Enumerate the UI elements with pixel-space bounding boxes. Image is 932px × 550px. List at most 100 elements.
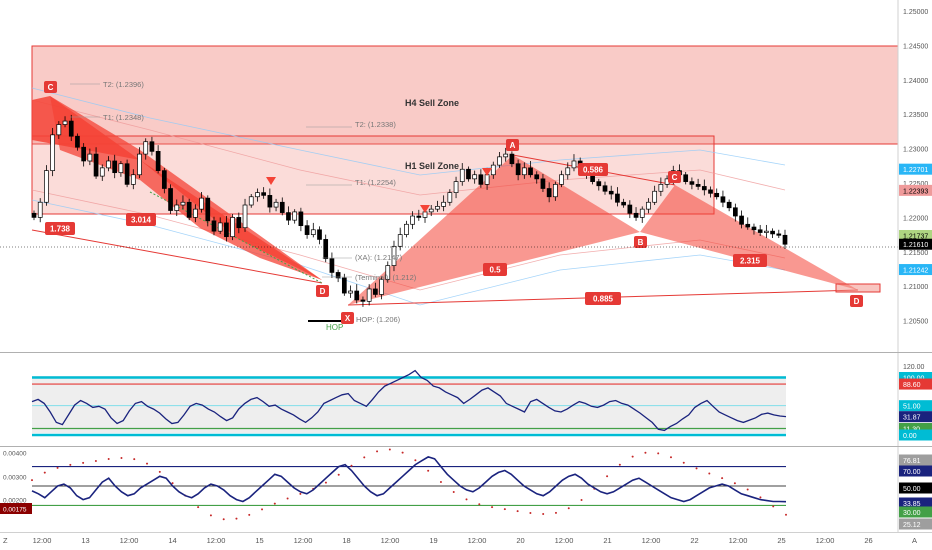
candle-body	[273, 201, 279, 208]
ratio-3014-badge	[126, 213, 156, 226]
candle-body	[261, 192, 266, 196]
candle-body	[701, 186, 707, 191]
candle-body	[31, 212, 37, 218]
left-pattern-trendline	[31, 229, 323, 284]
candle-body	[770, 230, 775, 235]
candle-body	[739, 215, 744, 225]
time-axis-label: 12:00	[642, 536, 661, 545]
osc-dot	[324, 481, 327, 484]
band-line	[31, 99, 786, 196]
rsi-line	[31, 369, 787, 432]
osc-right-tag	[899, 454, 932, 466]
osc-right-label: 33.85	[903, 501, 921, 508]
t1-mid-label: T1: (1.2254)	[355, 178, 396, 187]
rsi-axis-tag	[899, 411, 932, 423]
price-tick-label: 1.24500	[903, 43, 928, 50]
oscillator-line	[31, 456, 787, 503]
osc-dot	[439, 480, 442, 483]
right-c-badge	[668, 171, 681, 183]
d-target-box	[835, 283, 881, 293]
candle-body	[199, 197, 204, 210]
time-axis-label: 12:00	[381, 536, 400, 545]
signal-triangle-1	[266, 177, 276, 185]
candle-body	[304, 225, 310, 235]
candle-body	[490, 164, 496, 176]
osc-left-axis: 0.00400 0.00300 0.00200 0.00175	[0, 451, 32, 514]
osc-dot	[657, 452, 660, 455]
osc-dot	[261, 508, 264, 511]
time-axis-label: 12:00	[33, 536, 52, 545]
candle-body	[137, 153, 142, 176]
candle-body	[255, 192, 260, 198]
left-pattern-body	[50, 96, 322, 280]
rsi-axis-tag	[899, 378, 932, 390]
h4-zone-label: H4 Sell Zone	[405, 98, 459, 108]
candle-body	[764, 230, 769, 233]
osc-right-tag	[899, 497, 932, 509]
left-d-text: D	[320, 287, 326, 296]
rsi-axis-label: 51.00	[903, 404, 921, 411]
price-tick-label: 1.21500	[903, 250, 928, 257]
osc-dot	[107, 458, 110, 461]
candle-body	[478, 174, 484, 185]
candle-body	[106, 160, 111, 169]
h4-sell-zone[interactable]	[31, 45, 899, 145]
candle-body	[646, 201, 651, 210]
price-axis[interactable]: 1.25000 1.24500 1.24000 1.23500 1.23000 1.225…	[897, 0, 932, 352]
osc-right-label: 50.00	[903, 486, 921, 493]
osc-dot	[478, 503, 481, 506]
candle-body	[776, 233, 782, 236]
candle-body	[484, 174, 490, 185]
osc-left-tick: 0.00175	[3, 507, 27, 514]
candle-body	[602, 185, 608, 192]
t2-mid-label: T2: (1.2338)	[355, 120, 396, 129]
rsi-axis-tag	[899, 429, 932, 441]
candle-body	[404, 223, 409, 235]
osc-dot	[388, 448, 391, 451]
candle-body	[379, 278, 384, 295]
candle-body	[540, 178, 546, 189]
osc-right-tag	[899, 518, 932, 530]
osc-dot	[427, 469, 430, 472]
osc-right-label: 25.12	[903, 522, 921, 529]
candle-body	[118, 163, 124, 174]
osc-dots	[31, 448, 787, 521]
osc-dot	[516, 510, 519, 513]
candle-body	[633, 212, 639, 218]
osc-dot	[197, 506, 200, 509]
osc-dot	[376, 450, 379, 453]
candle-body	[695, 184, 701, 187]
time-axis-label: 12:00	[294, 536, 313, 545]
xa-label: (XA): (1.2147)	[355, 253, 403, 262]
candle-body	[751, 226, 757, 231]
price-pane[interactable]: H4 Sell Zone H1 Sell Zone T2: (1.2396) T…	[0, 0, 899, 352]
right-pattern-xab	[348, 155, 640, 305]
osc-dot	[785, 513, 787, 516]
osc-dot	[644, 451, 647, 454]
osc-dot	[772, 505, 775, 508]
candle-body	[652, 190, 658, 203]
rsi-background-band	[32, 376, 786, 433]
osc-right-axis: 76.81 70.00 50.00 33.85 30.00 25.12	[899, 454, 932, 530]
osc-dot	[120, 457, 123, 460]
candle-body	[373, 288, 378, 295]
oscillator-pane[interactable]: 0.00400 0.00300 0.00200 0.00175 76.81 70.00 5…	[0, 447, 932, 532]
time-axis-label: 12:00	[468, 536, 487, 545]
candle-body	[217, 222, 223, 232]
osc-dot	[452, 490, 455, 493]
candle-body	[168, 188, 173, 211]
candle-body	[99, 167, 105, 177]
osc-dot	[554, 511, 557, 514]
price-tick-label: 1.23500	[903, 112, 928, 119]
time-axis-label: 13	[81, 536, 89, 545]
time-axis[interactable]: Z A 12:00 13 12:00 14 12:00 15 12:00 18 12:00 19 1…	[0, 532, 932, 546]
candle-body	[639, 208, 645, 218]
osc-dot	[746, 488, 749, 491]
price-tag-label: 1.22393	[903, 188, 928, 195]
candle-body	[757, 229, 763, 233]
left-c-text: C	[48, 83, 54, 92]
time-axis-label: 12:00	[816, 536, 835, 545]
candle-body	[528, 167, 533, 176]
